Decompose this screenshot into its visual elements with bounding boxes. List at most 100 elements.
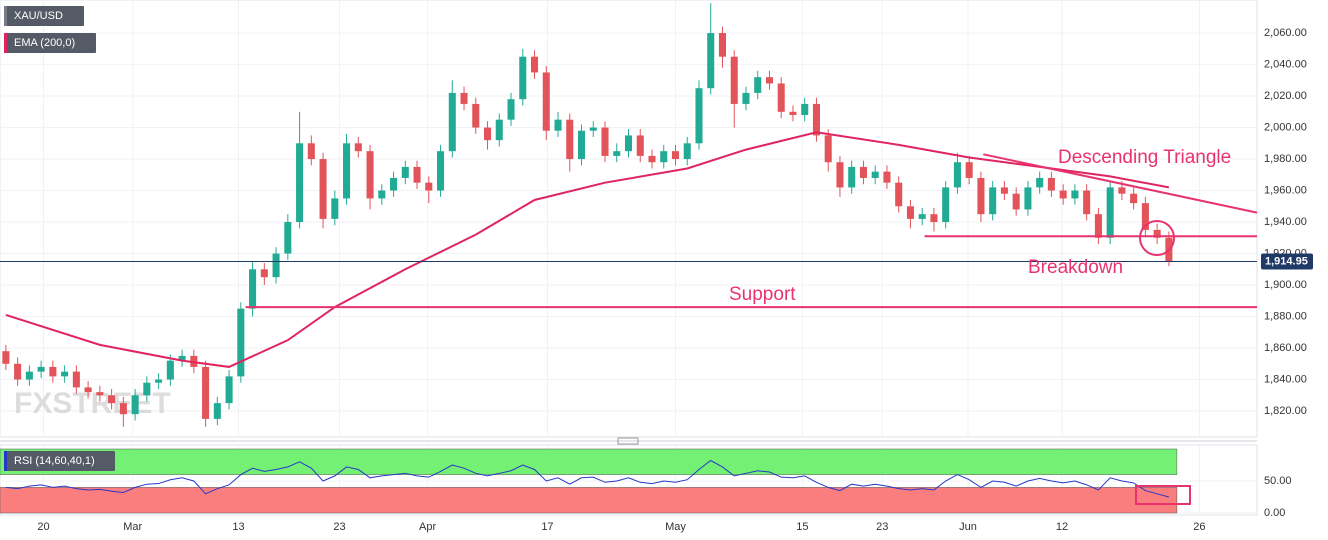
- candle-body: [648, 155, 656, 163]
- candle-body: [96, 392, 104, 396]
- highlight-box: [1135, 485, 1191, 505]
- candle-body: [343, 143, 351, 199]
- candle-body: [801, 103, 809, 115]
- candle-body: [366, 151, 374, 199]
- candle-body: [260, 269, 268, 278]
- y-tick-label: 1,940.00: [1264, 216, 1307, 228]
- candle-body: [953, 162, 961, 188]
- candle-body: [624, 135, 633, 152]
- candle-body: [2, 351, 10, 364]
- candle-body: [777, 83, 785, 112]
- candle-body: [460, 92, 468, 104]
- candle-body: [577, 130, 586, 160]
- candle-body: [1118, 187, 1126, 194]
- y-tick-label: 2,040.00: [1264, 58, 1307, 70]
- candle-body: [354, 143, 362, 152]
- candle-body: [119, 403, 127, 415]
- candle-body: [437, 151, 445, 191]
- last-price-label: 1,914.95: [1265, 255, 1308, 267]
- candle-body: [72, 371, 80, 388]
- candle-body: [636, 135, 644, 156]
- candle-body: [942, 187, 950, 223]
- legend-swatch: [4, 6, 7, 26]
- candle-body: [965, 162, 973, 178]
- candle-body: [848, 166, 856, 188]
- x-tick-label: 20: [37, 521, 49, 533]
- candle-body: [495, 119, 503, 141]
- y-tick-label: 50.00: [1264, 475, 1292, 487]
- candle-body: [519, 56, 527, 100]
- x-tick-label: 26: [1193, 521, 1205, 533]
- annotation-line: [983, 153, 1258, 214]
- candle-body: [84, 387, 92, 393]
- candle-body: [272, 253, 280, 278]
- candle-body: [448, 92, 456, 152]
- x-tick-label: 23: [333, 521, 345, 533]
- price-panel: [0, 0, 1258, 438]
- rsi-zone: [0, 487, 1178, 514]
- candle-body: [331, 198, 339, 219]
- x-tick-label: May: [665, 521, 686, 533]
- candle-body: [718, 33, 727, 57]
- candle-body: [14, 363, 22, 380]
- candle-body: [225, 376, 233, 404]
- candle-body: [1000, 187, 1008, 194]
- rsi-zone: [0, 448, 1178, 475]
- y-tick-label: 1,820.00: [1264, 405, 1307, 417]
- candle-body: [131, 395, 139, 415]
- candle-body: [143, 382, 151, 396]
- candle-body: [1059, 190, 1067, 199]
- candle-body: [1071, 190, 1079, 199]
- series-line: [5, 459, 1170, 498]
- candle-body: [1083, 190, 1091, 215]
- legend-box: [4, 451, 115, 471]
- y-tick-label: 0.00: [1264, 507, 1285, 519]
- y-tick-label: 1,900.00: [1264, 279, 1307, 291]
- candle-body: [472, 103, 480, 128]
- candle-body: [1047, 177, 1055, 191]
- candle-body: [566, 119, 574, 160]
- annotation-label: Descending Triangle: [1058, 147, 1231, 168]
- candle-body: [871, 171, 879, 178]
- candle-body: [249, 269, 257, 309]
- resize-handle[interactable]: [617, 437, 639, 445]
- y-tick-label: 1,840.00: [1264, 373, 1307, 385]
- candle-body: [836, 162, 844, 188]
- candle-body: [1012, 193, 1020, 210]
- candle-body: [1141, 203, 1149, 230]
- candle-body: [202, 366, 210, 419]
- x-tick-label: 23: [876, 521, 888, 533]
- candle-body: [707, 33, 715, 89]
- candle-body: [660, 151, 668, 163]
- legend-label: RSI (14,60,40,1): [14, 455, 95, 467]
- candle-body: [730, 56, 738, 104]
- candle-body: [25, 371, 33, 380]
- candle-body: [178, 355, 186, 361]
- legend-label: EMA (200,0): [14, 37, 75, 49]
- candle-body: [824, 135, 832, 163]
- candle-body: [1036, 177, 1044, 188]
- y-tick-label: 2,060.00: [1264, 27, 1307, 39]
- y-tick-label: 2,020.00: [1264, 90, 1307, 102]
- candle-body: [859, 166, 867, 178]
- candle-body: [401, 166, 409, 178]
- candle-body: [683, 143, 691, 160]
- legend-label: XAU/USD: [14, 10, 63, 22]
- candle-body: [413, 166, 421, 183]
- y-tick-label: 1,980.00: [1264, 153, 1307, 165]
- candle-body: [390, 177, 398, 191]
- y-tick-label: 1,860.00: [1264, 342, 1307, 354]
- candle-body: [213, 403, 221, 419]
- candle-body: [1024, 187, 1032, 210]
- candle-body: [977, 177, 985, 215]
- candle-body: [1094, 214, 1102, 238]
- candle-body: [284, 222, 292, 254]
- y-tick-label: 1,880.00: [1264, 310, 1307, 322]
- candle-body: [1153, 229, 1161, 238]
- candle-body: [1130, 193, 1138, 204]
- candle-body: [601, 127, 609, 156]
- series-line: [5, 131, 1170, 368]
- candle-body: [671, 151, 680, 160]
- candle-body: [319, 159, 327, 219]
